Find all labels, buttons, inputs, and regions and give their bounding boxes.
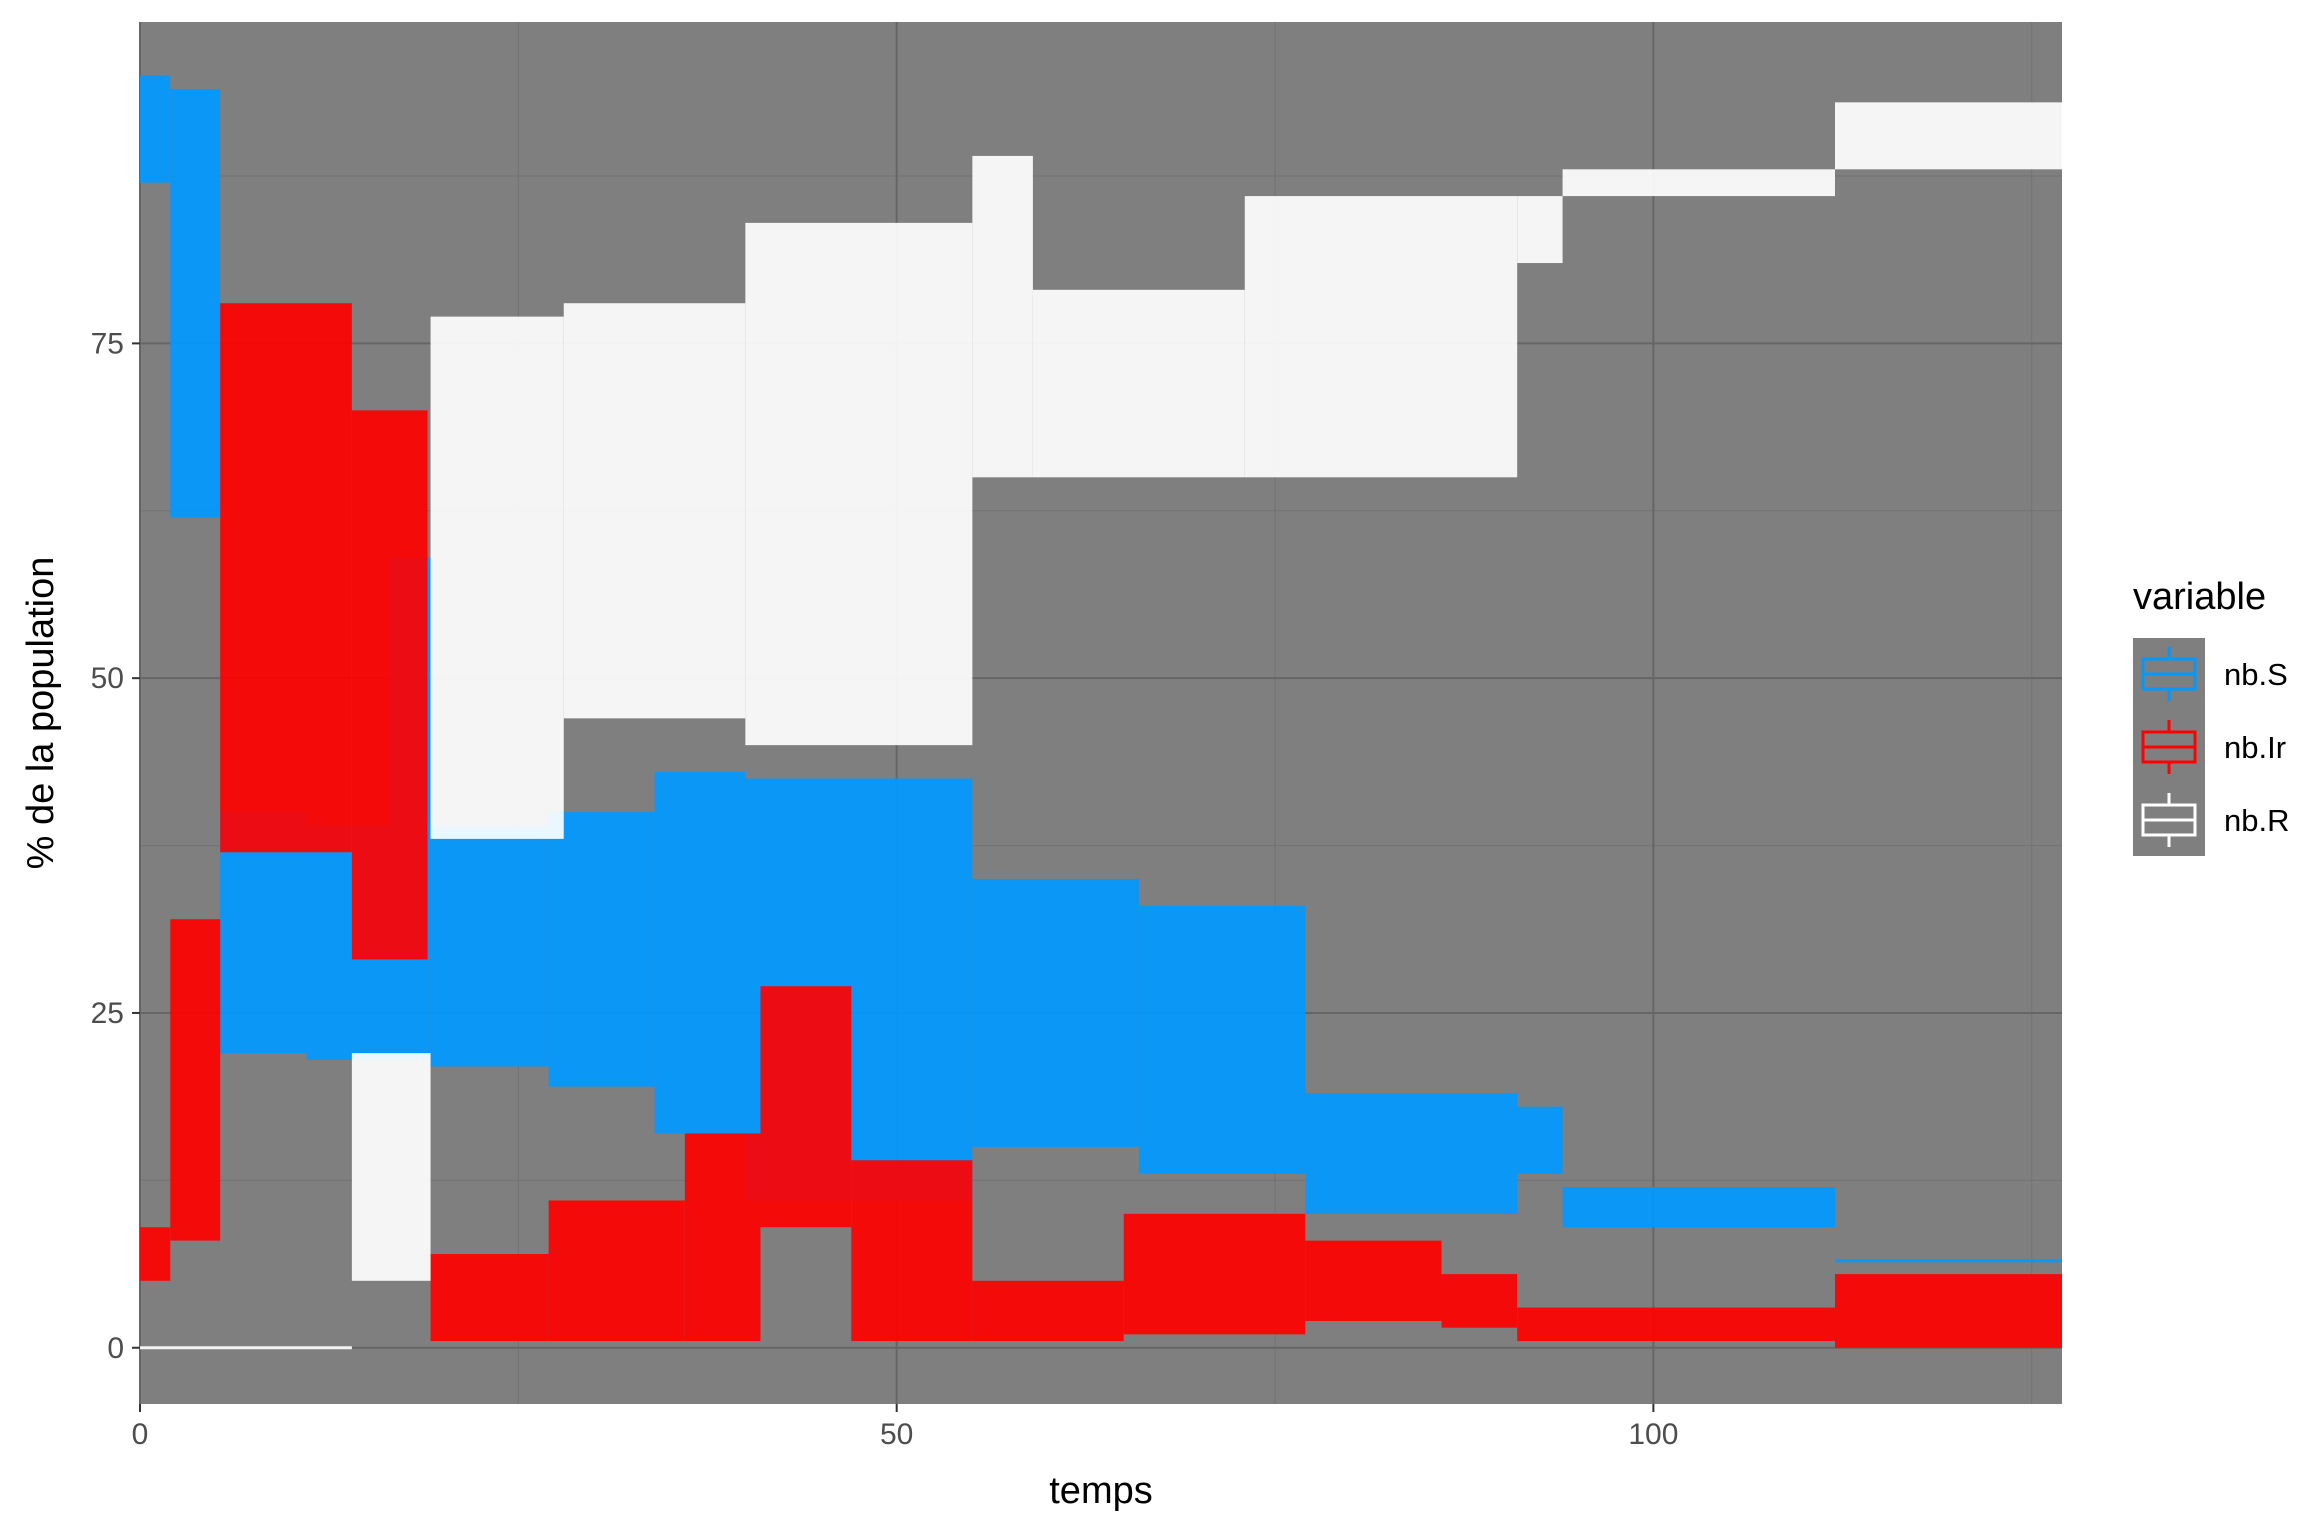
box-nb-S [1305, 1093, 1518, 1214]
box-nb-Ir [548, 1200, 685, 1342]
y-tick-label: 0 [107, 1332, 124, 1365]
legend-keys: nb.S nb.Ir nb.R [2141, 647, 2289, 847]
box-nb-S [430, 825, 549, 1067]
box-nb-R [1032, 289, 1245, 478]
box-nb-R [140, 1346, 352, 1350]
box-nb-R [563, 303, 746, 719]
box-nb-Ir [684, 1133, 761, 1342]
box-nb-Ir [1441, 1274, 1518, 1328]
box-nb-S [548, 812, 655, 1087]
series-nb-R [140, 102, 2062, 1350]
x-tick-label: 0 [132, 1418, 149, 1451]
box-nb-S [170, 88, 221, 518]
y-tick-label: 75 [91, 327, 124, 360]
x-tick-label: 50 [880, 1418, 913, 1451]
box-nb-Ir [1305, 1240, 1442, 1321]
box-nb-Ir [972, 1280, 1124, 1342]
box-nb-S [972, 879, 1139, 1147]
box-nb-Ir [140, 1227, 171, 1281]
series-nb-S [140, 75, 2062, 1263]
legend-entry-nb-R: nb.R [2141, 793, 2289, 847]
box-nb-R [1244, 196, 1518, 478]
box-nb-S [1517, 1106, 1563, 1174]
box-nb-R [1562, 169, 1835, 197]
box-nb-S [1834, 1259, 2062, 1263]
box-nb-Ir [1123, 1213, 1306, 1335]
series-layer [140, 75, 2062, 1350]
x-axis-title: temps [1049, 1470, 1152, 1512]
legend: variable nb.S nb.Ir nb.R [2133, 576, 2289, 856]
box-nb-Ir [170, 919, 221, 1241]
box-nb-S [1138, 905, 1306, 1174]
box-nb-S [140, 75, 171, 183]
series-nb-Ir [140, 303, 2062, 1348]
box-nb-R [1517, 196, 1563, 264]
legend-title: variable [2133, 576, 2266, 618]
legend-entry-nb-Ir: nb.Ir [2141, 720, 2286, 774]
box-nb-R [351, 1053, 431, 1281]
box-nb-S [654, 771, 746, 1134]
box-nb-R [972, 155, 1033, 478]
box-nb-Ir [1517, 1307, 1835, 1342]
box-nb-Ir [1834, 1274, 2062, 1348]
box-nb-R [430, 316, 564, 839]
y-tick-label: 25 [91, 997, 124, 1030]
legend-label: nb.S [2224, 657, 2288, 692]
box-nb-S [1562, 1187, 1835, 1228]
box-nb-R [745, 222, 973, 746]
box-nb-Ir [851, 1160, 973, 1342]
y-tick-label: 50 [91, 662, 124, 695]
legend-label: nb.R [2224, 803, 2289, 838]
box-nb-Ir [351, 410, 428, 960]
box-nb-Ir [220, 303, 352, 853]
axes-layer: 0 50 100 0 25 50 75 [91, 327, 1679, 1451]
box-nb-R [1834, 102, 2062, 170]
y-axis-title: % de la population [20, 557, 62, 870]
box-nb-Ir [760, 986, 852, 1228]
box-nb-Ir [430, 1254, 549, 1342]
legend-entry-nb-S: nb.S [2141, 647, 2288, 701]
legend-label: nb.Ir [2224, 730, 2286, 765]
x-tick-label: 100 [1628, 1418, 1678, 1451]
